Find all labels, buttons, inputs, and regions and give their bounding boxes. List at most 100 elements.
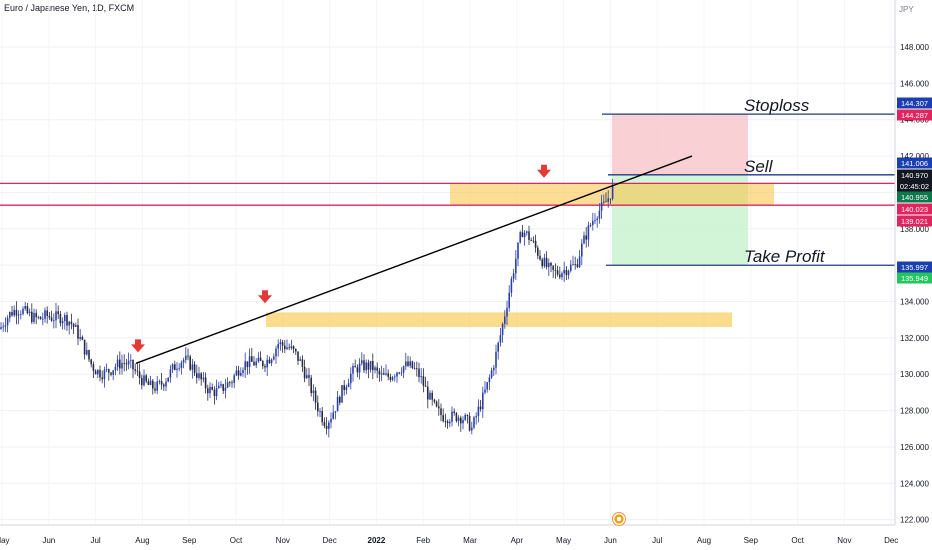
candle-body (31, 311, 33, 322)
candle-body (248, 356, 251, 368)
price-tag (897, 157, 932, 169)
candle-body (125, 363, 128, 365)
candle-body (222, 384, 224, 391)
candle-body (385, 373, 387, 375)
candle-body (576, 264, 579, 267)
candle-body (297, 351, 299, 361)
candle-body (605, 201, 607, 203)
candle-body (226, 382, 229, 388)
candle-body (202, 377, 205, 380)
candle-body (57, 311, 59, 315)
candle-body (600, 202, 603, 211)
candle-body (257, 357, 260, 362)
candle-body (376, 367, 378, 371)
candle-body (81, 336, 84, 340)
candle-body (550, 262, 552, 266)
candle-body (46, 310, 48, 316)
candle-body (570, 264, 572, 271)
candle-body (145, 375, 147, 382)
candle-body (79, 336, 81, 339)
candle-body (462, 419, 464, 424)
x-tick-label: Aug (697, 536, 711, 545)
candle-body (407, 361, 409, 366)
candle-body (347, 383, 350, 387)
candle-body (433, 399, 436, 402)
candle-body (176, 368, 178, 371)
candle-body (244, 361, 246, 371)
candle-body (0, 327, 2, 329)
candle-body (35, 312, 37, 318)
y-tick-label: 124.000 (900, 479, 929, 488)
candle-body (167, 377, 169, 382)
candle-body (53, 320, 55, 322)
candle-body (279, 342, 282, 344)
candle-body (400, 372, 403, 374)
candle-body (90, 359, 92, 365)
candle-body (11, 312, 13, 316)
candle-body (251, 356, 253, 362)
candle-body (319, 411, 321, 412)
price-tag (897, 169, 932, 181)
candle-body (396, 372, 398, 377)
candle-body (471, 427, 473, 431)
candle-body (517, 242, 519, 259)
candle-body (119, 359, 121, 369)
y-tick-label: 130.000 (900, 370, 929, 379)
candle-body (158, 381, 161, 382)
candle-body (75, 325, 77, 327)
candle-body (508, 292, 510, 308)
x-tick-label: Jul (90, 536, 100, 545)
candle-body (275, 348, 277, 357)
price-tag (897, 272, 932, 284)
candle-body (354, 365, 356, 368)
candle-body (24, 306, 26, 309)
price-tag-label: 144.307 (901, 99, 928, 108)
candle-body (545, 257, 548, 267)
candle-body (59, 314, 62, 324)
candle-body (28, 311, 31, 314)
candle-body (134, 369, 136, 371)
candle-body (88, 350, 90, 360)
candle-body (259, 357, 262, 362)
symbol-title: Euro / Japanese Yen, 1D, FXCM (4, 3, 135, 13)
x-tick-label: Oct (791, 536, 804, 545)
candle-body (101, 377, 103, 380)
candle-body (281, 342, 284, 346)
candle-body (185, 355, 187, 360)
candle-body (268, 359, 271, 364)
candle-body (537, 247, 539, 256)
candle-body (299, 359, 301, 361)
support-zone (266, 312, 732, 327)
candle-body (435, 401, 438, 407)
candle-body (94, 370, 97, 375)
candle-body (270, 359, 273, 364)
candle-body (369, 360, 372, 370)
candle-body (68, 321, 70, 326)
candle-body (594, 219, 596, 221)
candle-body (440, 408, 442, 416)
candle-body (174, 364, 176, 371)
candle-body (380, 373, 383, 375)
candle-body (218, 385, 220, 389)
candle-body (391, 377, 394, 380)
candle-body (110, 372, 112, 375)
candle-body (490, 370, 493, 378)
candle-body (372, 360, 374, 371)
candle-body (255, 361, 257, 366)
y-tick-label: 148.000 (900, 43, 929, 52)
y-tick-label: 122.000 (900, 516, 929, 525)
candle-body (306, 375, 308, 379)
candle-body (334, 411, 337, 413)
candle-body (180, 362, 183, 369)
candle-body (565, 269, 568, 276)
price-tag-label: 144.287 (901, 111, 928, 120)
candle-body (460, 417, 462, 424)
trendline (135, 155, 693, 364)
candle-body (464, 414, 466, 420)
candle-body (182, 359, 185, 363)
price-tag-label: 141.006 (901, 159, 928, 168)
candle-body (9, 312, 11, 318)
candle-body (352, 365, 354, 374)
x-tick-label: Aug (135, 536, 149, 545)
